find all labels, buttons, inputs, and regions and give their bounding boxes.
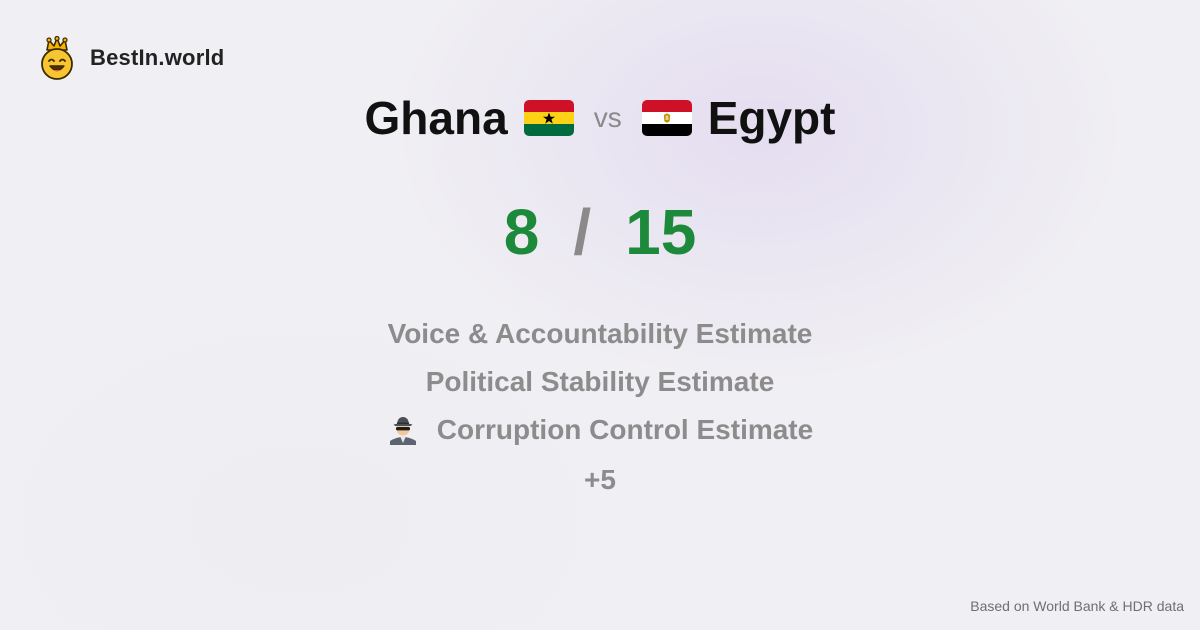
more-metrics-count[interactable]: +5 — [584, 464, 616, 495]
metric-item: Voice & Accountability Estimate — [0, 310, 1200, 358]
score: 8 / 15 — [0, 192, 1200, 272]
brand-name: BestIn.world — [90, 45, 225, 70]
crowned-smiley-icon — [41, 36, 73, 80]
vs-label: vs — [593, 102, 622, 133]
score-separator: / — [573, 196, 592, 268]
metrics-list: Voice & Accountability Estimate Politica… — [0, 310, 1200, 454]
egypt-flag-icon — [641, 100, 692, 136]
comparison-title: Ghana vs Egypt — [0, 86, 1200, 150]
metric-item: Political Stability Estimate — [0, 358, 1200, 406]
metric-label: Voice & Accountability Estimate — [387, 318, 813, 349]
spy-detective-icon — [389, 417, 416, 445]
brand[interactable]: BestIn.world — [38, 36, 224, 80]
score-country-a: 8 — [503, 196, 540, 268]
score-country-b: 15 — [625, 196, 697, 268]
metric-label: Corruption Control Estimate — [436, 414, 814, 445]
country-b-name: Egypt — [707, 92, 836, 144]
ghana-flag-icon — [523, 100, 574, 136]
data-source-note: Based on World Bank & HDR data — [970, 598, 1184, 614]
metric-item: Corruption Control Estimate — [0, 406, 1200, 454]
country-a-name: Ghana — [364, 92, 508, 144]
metric-label: Political Stability Estimate — [425, 366, 775, 397]
